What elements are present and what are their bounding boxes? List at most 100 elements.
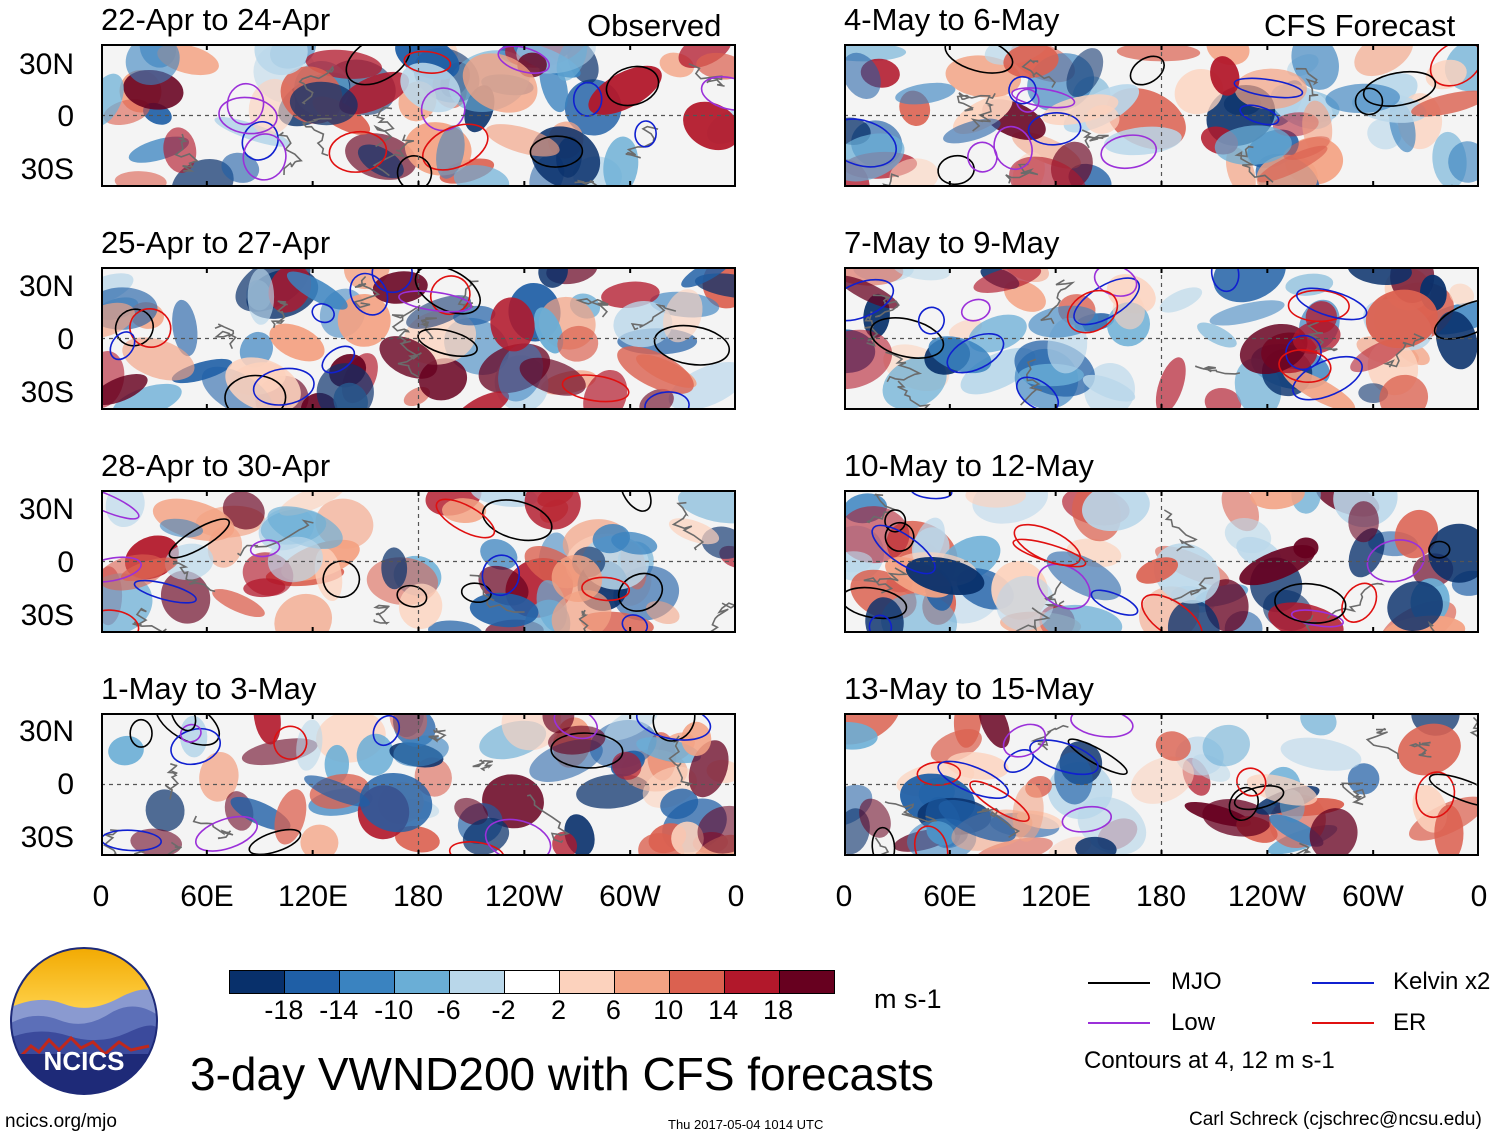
field-blob [583,369,628,410]
contour-loop [871,826,896,856]
field-blob [524,490,581,530]
contour-loop [328,130,388,173]
lon-label: 120E [1020,880,1092,913]
contour-loop [1428,773,1479,808]
contour-loop [844,278,895,322]
field-blob [965,490,1026,508]
field-blob [286,271,348,310]
contour-loop [581,576,631,602]
field-blob [1397,723,1461,776]
contour-loop [435,498,496,539]
field-blob [1082,374,1136,402]
contour-loop [1354,87,1384,116]
field-blob [1354,44,1414,77]
field-blob [1066,48,1104,97]
colorbar-tick-label: -6 [436,995,461,1025]
map-panel-left-1 [101,44,736,187]
field-blob [697,805,736,854]
field-blob [222,491,265,530]
field-blob [1435,311,1478,370]
panel-title-left-3: 28-Apr to 30-Apr [101,448,331,483]
field-blob [101,373,148,406]
colorbar-tick-label: 18 [763,995,794,1025]
coastline [1163,509,1198,552]
field-blob [1159,287,1203,313]
contour-loop [1210,267,1240,293]
contour-loop [448,841,505,856]
coastline [103,829,120,856]
colorbar-swatch [394,971,449,993]
field-blob [592,523,630,554]
lon-label: 0 [835,880,853,913]
contour-loop [195,815,258,852]
contour-loop [311,302,335,324]
coastline [707,602,736,633]
colorbar-swatch [559,971,614,993]
field-blob [207,525,243,568]
coastline [373,604,391,625]
lon-label: 60W [599,880,661,913]
field-blob [1365,289,1438,349]
coastline [301,117,332,157]
coastline [527,794,570,844]
field-blob [1333,490,1398,528]
contour-loop [644,391,690,410]
field-blob [1291,44,1339,90]
panel-title-right-3: 10-May to 12-May [844,448,1094,483]
contour-loop [422,123,489,171]
field-blob [975,837,1053,856]
lon-label: 0 [727,880,745,913]
main-title: 3-day VWND200 with CFS forecasts [190,1048,934,1100]
field-blob [1213,267,1286,303]
coastline [668,735,693,787]
field-blob [125,44,180,86]
field-blob [1202,724,1250,767]
field-blob [968,314,1027,353]
contour-loop [109,331,136,361]
contour-loop [884,521,915,552]
contour-loop [179,723,202,743]
coastline [885,351,923,383]
coastline [1427,620,1437,633]
footer-timestamp: Thu 2017-05-04 1014 UTC [668,1117,824,1132]
field-blob [1250,490,1305,510]
coastline [1289,842,1312,856]
contour-loop [910,490,953,500]
field-blob [254,44,308,76]
footer-url[interactable]: ncics.org/mjo [5,1111,117,1132]
field-blob [1300,713,1337,736]
field-blob [501,713,562,751]
contour-loop [403,50,452,74]
contour-loop [168,518,230,559]
contour-loop [913,825,949,856]
contour-loop [937,760,1010,799]
field-blob [1347,763,1380,795]
contour-loop [1287,289,1350,323]
field-blob [101,73,124,126]
field-blob [462,53,538,113]
field-blob [1167,600,1220,633]
field-blob [844,722,878,750]
contour-loop [1070,713,1134,738]
contour-loop [218,96,278,135]
field-blob [395,825,440,853]
colorbar-tick-label: -18 [264,995,304,1025]
field-blob [1046,551,1122,601]
field-blob [247,268,275,325]
contour-loop [497,45,550,74]
field-blob [372,271,428,304]
contour-loop [869,317,945,359]
lon-label: 180 [392,880,444,913]
contour-loop [170,713,197,732]
coastline [298,65,335,105]
contour-loop [345,44,411,86]
field-blob [519,357,586,396]
observed-label: Observed [587,8,722,43]
colorbar-tick-label: -14 [319,995,359,1025]
contour-loop [101,609,140,633]
contour-loop [844,118,897,168]
lon-label: 60E [180,880,234,913]
contour-loop [605,65,660,107]
lon-label: 180 [1135,880,1187,913]
field-blob [946,752,1009,780]
